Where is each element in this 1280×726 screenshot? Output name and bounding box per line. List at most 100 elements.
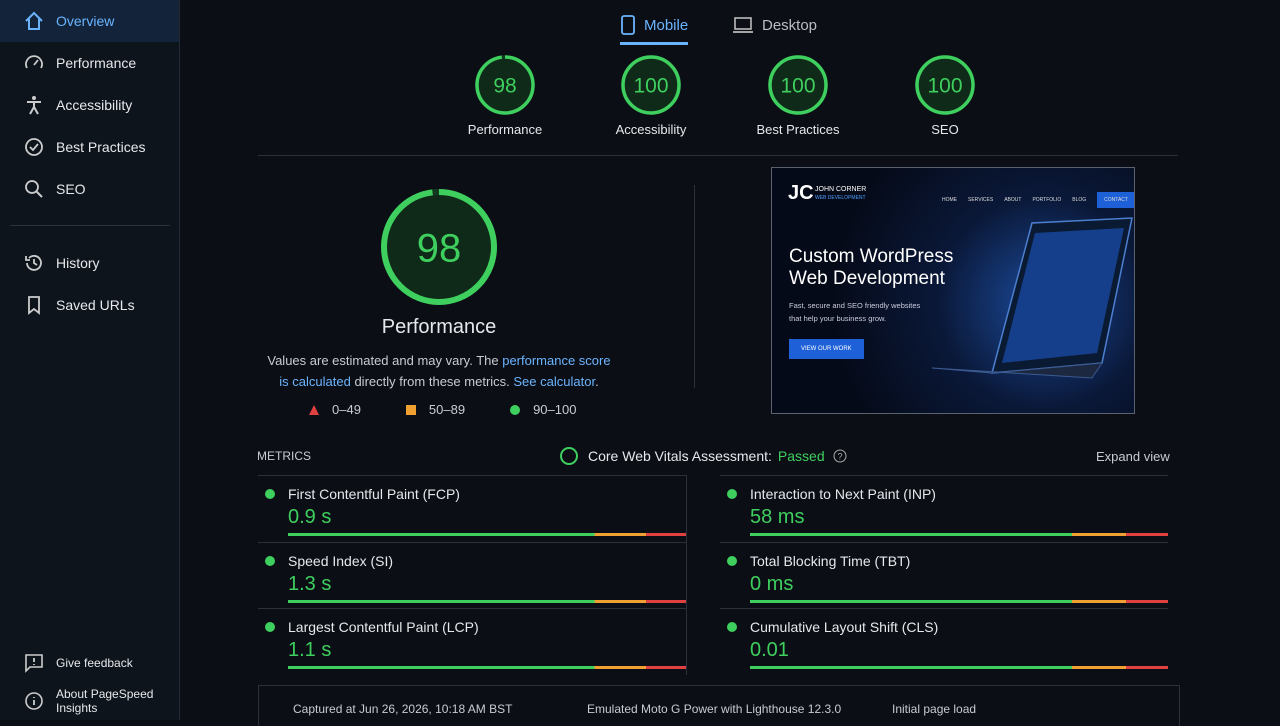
text: WEB DEVELOPMENT — [815, 195, 866, 201]
text: SEO — [56, 181, 86, 197]
status-dot — [727, 622, 737, 632]
metric[interactable]: Largest Contentful Paint (LCP) 1.1 s — [258, 608, 687, 675]
text: Fast, secure and SEO friendly websites th… — [789, 299, 920, 325]
metric-value: 0.01 — [750, 639, 789, 661]
icon — [27, 96, 41, 115]
icon: ? — [833, 449, 847, 463]
status-dot — [265, 622, 275, 632]
nav-seo[interactable]: SEO — [0, 168, 179, 210]
perf-title: Performance — [381, 316, 497, 338]
nav-overview[interactable]: Overview — [0, 0, 179, 42]
metric-bar — [288, 599, 686, 603]
divider — [10, 225, 170, 226]
tab-desktop[interactable]: Desktop — [732, 8, 817, 42]
text: Overview — [56, 13, 115, 29]
text — [25, 138, 43, 156]
text — [833, 449, 847, 463]
link[interactable]: performance score is calculated — [279, 353, 611, 389]
text: CONTACT — [1097, 192, 1134, 208]
text — [734, 17, 752, 30]
status-dot — [265, 555, 275, 566]
text: Mobile — [644, 16, 689, 34]
text: Web Development — [789, 268, 945, 289]
score-label: Best Practices — [756, 122, 840, 137]
text: PORTFOLIO — [1032, 197, 1062, 203]
icon — [309, 404, 319, 415]
text — [27, 101, 41, 115]
text: HOME SERVICES ABOUT PORTFOLIO BLOG CONTACT — [942, 192, 1134, 208]
nav-performance[interactable]: Performance — [0, 42, 179, 84]
perf-description: Values are estimated and may vary. The p… — [264, 350, 614, 392]
metric[interactable]: Cumulative Layout Shift (CLS) 0.01 — [720, 608, 1168, 675]
text — [510, 404, 521, 415]
metric[interactable]: Interaction to Next Paint (INP) 58 ms — [720, 475, 1168, 542]
text — [28, 296, 40, 315]
text: HOME — [942, 197, 957, 203]
text: JOHN CORNER — [815, 186, 867, 193]
metric[interactable]: Speed Index (SI) 1.3 s — [258, 541, 687, 609]
tab-mobile[interactable]: Mobile — [620, 8, 689, 45]
text: JC — [788, 182, 814, 204]
metric-value: 0.9 s — [288, 506, 332, 528]
gauge-arc — [768, 55, 828, 115]
nav-accessibility[interactable]: Accessibility — [0, 84, 179, 126]
metric[interactable]: First Contentful Paint (FCP) 0.9 s — [258, 475, 687, 542]
text — [931, 362, 1103, 379]
score-value: 100 — [780, 75, 815, 98]
text — [33, 59, 39, 66]
text — [621, 15, 635, 35]
metric-bar — [750, 533, 1168, 536]
gauge-arc — [915, 55, 975, 115]
icon — [25, 55, 43, 69]
metric-bar — [288, 666, 686, 669]
text: Emulated Moto G Power with Lighthouse 12… — [587, 702, 842, 716]
metric-name: Total Blocking Time (TBT) — [750, 552, 911, 569]
nav-history[interactable]: History — [0, 242, 179, 284]
gauge-arc — [621, 55, 681, 115]
metric-bar — [288, 533, 686, 536]
text: Core Web Vitals Assessment: — [588, 448, 772, 464]
text — [25, 654, 43, 673]
text — [309, 404, 319, 415]
expand-view[interactable]: Expand view — [1096, 449, 1170, 464]
text — [25, 692, 43, 710]
text: VIEW OUR WORK — [789, 339, 864, 359]
metric-value: 58 ms — [750, 506, 805, 528]
text: directly from these metrics. — [350, 374, 514, 389]
icon — [25, 654, 43, 673]
metric-name: Interaction to Next Paint (INP) — [750, 486, 936, 502]
text: Accessibility — [56, 97, 133, 113]
text: History — [56, 255, 100, 271]
score-label: Performance — [467, 122, 543, 137]
nav-about[interactable]: About PageSpeed Insights — [0, 680, 179, 722]
text: 90–100 — [533, 402, 577, 417]
text — [35, 190, 43, 198]
text: Desktop — [762, 16, 818, 34]
link[interactable]: See calculator — [513, 374, 596, 389]
nav-best-practices[interactable]: Best Practices — [0, 126, 179, 168]
metric-name: First Contentful Paint (FCP) — [288, 486, 460, 502]
divider — [694, 185, 695, 388]
metric-name: Largest Contentful Paint (LCP) — [288, 619, 479, 635]
status-dot — [265, 489, 275, 499]
text: Performance — [56, 55, 137, 71]
performance-score: 98 — [417, 226, 462, 270]
nav-saved-urls[interactable]: Saved URLs — [0, 284, 179, 326]
metric[interactable]: Total Blocking Time (TBT) 0 ms — [720, 541, 1168, 609]
text — [25, 11, 43, 30]
metric-value: 1.1 s — [288, 639, 332, 661]
score-label: SEO — [931, 122, 959, 137]
text — [32, 96, 36, 100]
nav-feedback[interactable]: Give feedback — [0, 642, 179, 684]
cwv-assessment: Core Web Vitals Assessment: Passed? — [559, 446, 847, 466]
text — [1002, 228, 1124, 363]
text — [25, 255, 42, 271]
text: SERVICES — [968, 197, 994, 203]
metric-bar — [750, 599, 1168, 603]
text: Initial page load — [892, 702, 977, 716]
icon — [931, 217, 1133, 379]
text — [29, 143, 39, 152]
text — [560, 447, 578, 465]
divider — [258, 155, 1178, 156]
